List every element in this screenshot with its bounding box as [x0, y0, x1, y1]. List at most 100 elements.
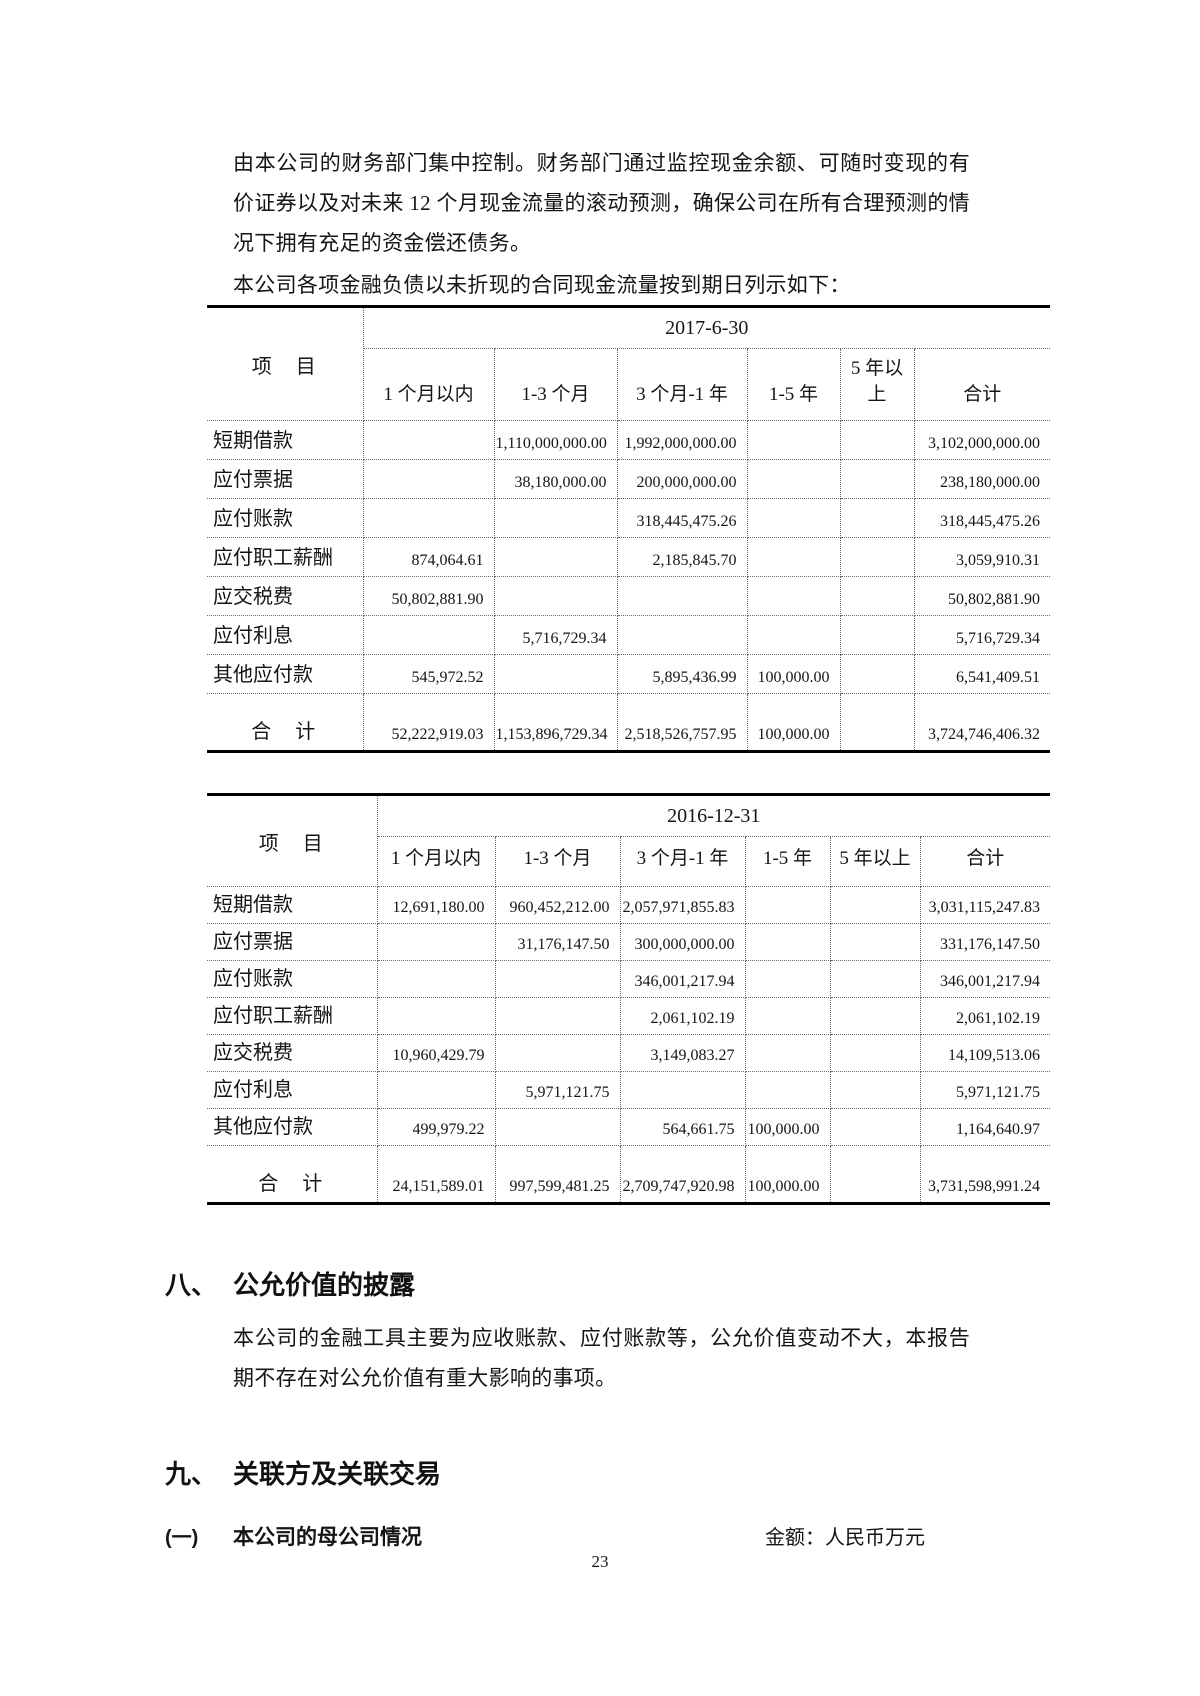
cell-value: 1,164,640.97 — [920, 1108, 1051, 1146]
column-header: 1 个月以内 — [363, 348, 495, 421]
cell-value: 31,176,147.50 — [495, 923, 621, 961]
column-header: 3 个月-1 年 — [620, 836, 746, 887]
column-header-row: 1 个月以内 1-3 个月 3 个月-1 年 1-5 年 5 年以上 合计 — [207, 836, 1051, 887]
cell-value — [747, 459, 841, 499]
table-row: 应付账款 318,445,475.26 318,445,475.26 — [207, 498, 1051, 538]
table-row: 其他应付款 545,972.52 5,895,436.99 100,000.00 6,5… — [207, 654, 1051, 694]
table-row: 应交税费 10,960,429.79 3,149,083.27 14,109,513.… — [207, 1034, 1051, 1072]
cell-value — [494, 537, 618, 577]
cell-value — [747, 615, 841, 655]
row-label: 短期借款 — [207, 420, 364, 460]
cell-value: 3,149,083.27 — [620, 1034, 746, 1072]
cell-value — [377, 960, 496, 998]
cell-value: 50,802,881.90 — [363, 576, 495, 616]
cell-value: 318,445,475.26 — [617, 498, 748, 538]
cell-value — [830, 1108, 921, 1146]
cell-value: 200,000,000.00 — [617, 459, 748, 499]
cell-value — [745, 1034, 831, 1072]
table-row: 应付职工薪酬 2,061,102.19 2,061,102.19 — [207, 997, 1051, 1035]
cell-value — [840, 693, 915, 752]
cell-value — [494, 498, 618, 538]
cell-value: 2,709,747,920.98 — [620, 1145, 746, 1204]
cell-value — [377, 1071, 496, 1109]
row-label: 应交税费 — [207, 576, 364, 616]
column-header: 5 年以上 — [830, 836, 921, 887]
cell-value — [617, 576, 748, 616]
cell-value — [377, 997, 496, 1035]
cell-value: 12,691,180.00 — [377, 886, 496, 924]
column-header: 1-3 个月 — [494, 348, 618, 421]
row-label: 应付职工薪酬 — [207, 537, 364, 577]
table-row: 应付职工薪酬 874,064.61 2,185,845.70 3,059,910.31 — [207, 537, 1051, 577]
row-label: 应付利息 — [207, 1071, 378, 1109]
cell-value — [745, 960, 831, 998]
subsection-title: 本公司的母公司情况 — [233, 1526, 422, 1549]
cell-value — [494, 654, 618, 694]
cell-value: 100,000.00 — [745, 1145, 831, 1204]
cell-value — [840, 576, 915, 616]
row-label: 应付利息 — [207, 615, 364, 655]
section-number: 八、 — [165, 1270, 218, 1300]
subsection-number: (一) — [165, 1527, 199, 1549]
date-header: 2017-6-30 — [363, 306, 1051, 349]
cell-value: 3,731,598,991.24 — [928, 1178, 1041, 1195]
cell-value: 100,000.00 — [747, 693, 841, 752]
cell-value — [840, 615, 915, 655]
table-row: 短期借款 1,110,000,000.00 1,992,000,000.00 3,10… — [207, 420, 1051, 460]
cell-value — [745, 1071, 831, 1109]
row-label: 其他应付款 — [207, 1108, 378, 1146]
row-label: 应付账款 — [207, 498, 364, 538]
table-row: 短期借款 12,691,180.00 960,452,212.00 2,057,971… — [207, 886, 1051, 924]
column-header: 合计 — [920, 836, 1051, 887]
liabilities-table-2017-06-30: 项 目 2017-6-30 1 个月以内 1-3 个月 3 个月-1 年 1-5… — [207, 305, 1051, 753]
cell-value — [363, 498, 495, 538]
cell-value: 100,000.00 — [747, 654, 841, 694]
cell-value: 3,059,910.31 — [914, 537, 1051, 577]
cell-value — [745, 923, 831, 961]
table-header: 项 目 2017-6-30 1 个月以内 1-3 个月 3 个月-1 年 1-5… — [207, 306, 1051, 421]
row-label: 应付票据 — [207, 459, 364, 499]
cell-value — [840, 498, 915, 538]
table-header: 项 目 2016-12-31 1 个月以内 1-3 个月 3 个月-1 年 1-… — [207, 794, 1051, 887]
cell-value: 38,180,000.00 — [494, 459, 618, 499]
date-header: 2016-12-31 — [377, 794, 1051, 837]
cell-value — [620, 1071, 746, 1109]
row-label: 合 计 — [207, 1145, 378, 1204]
cell-value: 1,992,000,000.00 — [617, 420, 748, 460]
cell-value — [363, 420, 495, 460]
column-header: 1-5 年 — [745, 836, 831, 887]
column-header: 5 年以上 — [840, 348, 915, 421]
cell-value: 238,180,000.00 — [914, 459, 1051, 499]
item-column-header: 项 目 — [207, 306, 364, 421]
cell-value: 960,452,212.00 — [495, 886, 621, 924]
cell-value — [830, 886, 921, 924]
row-label: 合 计 — [207, 693, 364, 752]
cell-value — [830, 1071, 921, 1109]
row-label: 应付职工薪酬 — [207, 997, 378, 1035]
row-label: 其他应付款 — [207, 654, 364, 694]
table-row: 应交税费 50,802,881.90 50,802,881.90 — [207, 576, 1051, 616]
section-heading-related-parties: 九、 关联方及关联交易 — [165, 1454, 1200, 1491]
cell-value — [830, 1034, 921, 1072]
cell-value: 24,151,589.01 — [377, 1145, 496, 1204]
cell-value: 5,716,729.34 — [914, 615, 1051, 655]
cell-value: 3,031,115,247.83 — [920, 886, 1051, 924]
cell-value — [495, 1034, 621, 1072]
cell-value: 3,724,746,406.32 — [928, 726, 1041, 743]
table-row: 应付利息 5,716,729.34 5,716,729.34 — [207, 615, 1051, 655]
row-label: 应付票据 — [207, 923, 378, 961]
column-header: 3 个月-1 年 — [617, 348, 748, 421]
cell-value — [495, 1108, 621, 1146]
cell-value — [747, 537, 841, 577]
cell-value: 2,185,845.70 — [617, 537, 748, 577]
table-row: 应付账款 346,001,217.94 346,001,217.94 — [207, 960, 1051, 998]
cell-value: 300,000,000.00 — [620, 923, 746, 961]
cell-value: 5,895,436.99 — [617, 654, 748, 694]
cell-value — [617, 615, 748, 655]
cell-value — [830, 997, 921, 1035]
page-number: 23 — [591, 1552, 609, 1571]
cell-value — [840, 420, 915, 460]
table-row: 应付利息 5,971,121.75 5,971,121.75 — [207, 1071, 1051, 1109]
cell-value: 2,061,102.19 — [920, 997, 1051, 1035]
cell-value: 10,960,429.79 — [377, 1034, 496, 1072]
